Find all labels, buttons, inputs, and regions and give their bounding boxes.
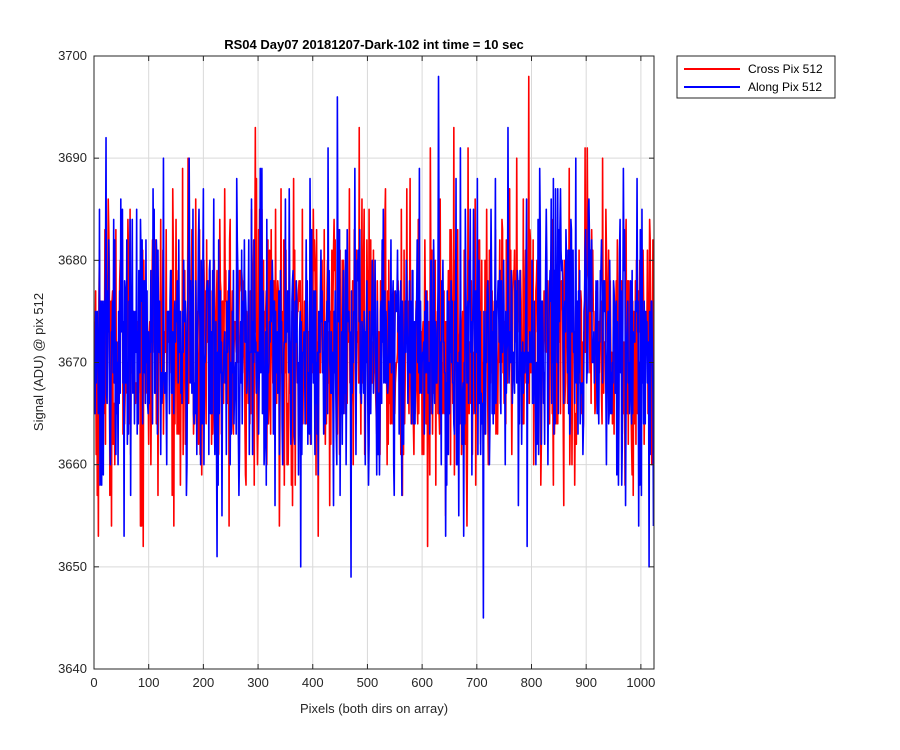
- y-tick-label: 3640: [58, 661, 87, 676]
- legend-label-cross: Cross Pix 512: [748, 62, 823, 76]
- x-tick-label: 1000: [626, 675, 655, 690]
- x-tick-label: 500: [357, 675, 379, 690]
- x-tick-label: 400: [302, 675, 324, 690]
- x-tick-label: 300: [247, 675, 269, 690]
- x-tick-label: 0: [90, 675, 97, 690]
- x-tick-label: 100: [138, 675, 160, 690]
- y-tick-label: 3680: [58, 252, 87, 267]
- series-line-along-pix-512: [94, 75, 654, 619]
- x-tick-label: 900: [575, 675, 597, 690]
- y-tick-label: 3700: [58, 48, 87, 63]
- axis-ticks: 0 100 200 300 400 500 600 700 800 900 1000 3640 3650…: [58, 48, 655, 690]
- y-tick-label: 3670: [58, 355, 87, 370]
- legend: Cross Pix 512 Along Pix 512: [676, 55, 836, 99]
- series-layer: [94, 75, 654, 619]
- x-tick-label: 600: [411, 675, 433, 690]
- x-tick-label: 700: [466, 675, 488, 690]
- chart-title: RS04 Day07 20181207-Dark-102 int time = …: [224, 37, 524, 52]
- y-tick-label: 3690: [58, 150, 87, 165]
- legend-box: [676, 55, 836, 99]
- x-axis-label: Pixels (both dirs on array): [300, 701, 448, 716]
- y-tick-label: 3660: [58, 457, 87, 472]
- y-tick-label: 3650: [58, 559, 87, 574]
- y-axis-label: Signal (ADU) @ pix 512: [31, 293, 46, 431]
- x-tick-label: 200: [193, 675, 215, 690]
- legend-label-along: Along Pix 512: [748, 80, 822, 94]
- x-tick-label: 800: [521, 675, 543, 690]
